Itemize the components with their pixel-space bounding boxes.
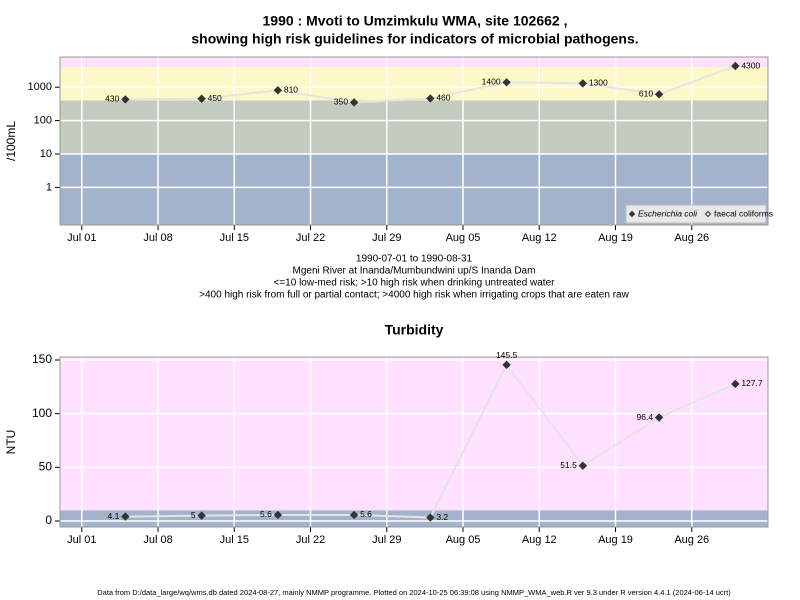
data-label: 145.5 <box>496 350 518 360</box>
data-label: 51.5 <box>560 460 577 470</box>
data-point <box>426 513 435 522</box>
panel-title: Turbidity <box>385 322 444 338</box>
data-label: 4.1 <box>108 511 120 521</box>
data-point <box>349 510 359 520</box>
data-label: 4300 <box>741 60 760 70</box>
legend-label: faecal coliforms <box>714 208 773 218</box>
y-tick-label: 1000 <box>28 81 52 93</box>
x-tick-label: Aug 05 <box>446 534 481 546</box>
data-point <box>502 360 511 370</box>
risk-band <box>60 67 768 101</box>
y-tick-label: 0 <box>45 513 52 527</box>
x-tick-label: Jul 29 <box>372 232 401 244</box>
data-point <box>654 90 664 99</box>
data-label: 460 <box>436 93 450 103</box>
x-tick-label: Aug 26 <box>674 534 709 546</box>
data-label: 350 <box>334 97 348 107</box>
legend-label: Escherichia coli <box>638 208 698 218</box>
data-point <box>502 78 511 87</box>
data-point <box>426 94 435 103</box>
data-label: 430 <box>105 94 119 104</box>
data-point <box>273 510 283 520</box>
y-tick-label: 10 <box>40 148 52 160</box>
x-tick-label: Jul 22 <box>296 232 325 244</box>
x-tick-label: Jul 01 <box>67 534 96 546</box>
y-tick-label: 50 <box>39 460 53 474</box>
risk-band <box>60 100 768 155</box>
note: >400 high risk from full or partial cont… <box>199 290 629 301</box>
legend-box <box>625 204 767 224</box>
risk-band <box>60 57 768 68</box>
x-tick-label: Aug 19 <box>598 232 633 244</box>
data-label: 127.7 <box>741 378 763 388</box>
data-point <box>731 379 740 389</box>
x-tick-label: Aug 19 <box>598 534 633 546</box>
data-label: 5.6 <box>360 509 372 519</box>
x-tick-label: Aug 12 <box>522 232 557 244</box>
x-tick-label: Jul 01 <box>67 232 96 244</box>
x-tick-label: Jul 15 <box>220 232 249 244</box>
y-tick-label: 1 <box>46 181 52 193</box>
data-label: 1300 <box>589 78 608 88</box>
x-tick-label: Jul 22 <box>296 534 325 546</box>
data-label: 810 <box>284 84 298 94</box>
data-point <box>273 86 283 95</box>
data-label: 450 <box>208 93 222 103</box>
data-point <box>654 413 664 422</box>
data-point <box>197 94 206 103</box>
data-point <box>578 79 588 88</box>
x-tick-label: Jul 08 <box>143 534 172 546</box>
chart-title: showing high risk guidelines for indicat… <box>191 31 638 47</box>
data-label: 96.4 <box>637 412 654 422</box>
data-point <box>121 512 130 521</box>
data-point <box>121 95 130 104</box>
y-tick-label: 150 <box>32 352 52 366</box>
y-tick-label: 100 <box>34 114 52 126</box>
note: <=10 low-med risk; >10 high risk when dr… <box>274 278 556 289</box>
data-label: 5 <box>191 510 196 520</box>
data-label: 1400 <box>482 77 501 87</box>
x-tick-label: Jul 15 <box>220 534 249 546</box>
risk-band <box>60 510 768 527</box>
data-point <box>349 98 359 107</box>
x-tick-label: Aug 26 <box>674 232 709 244</box>
plot-border <box>59 56 769 226</box>
y-axis-label: NTU <box>4 430 18 455</box>
legend-marker <box>628 210 636 218</box>
data-point <box>197 511 206 520</box>
note: Mgeni River at Inanda/Mumbundwini up/S I… <box>293 266 536 277</box>
legend-marker <box>704 210 712 218</box>
risk-band <box>60 357 768 511</box>
x-tick-label: Aug 12 <box>522 534 557 546</box>
data-label: 3.2 <box>436 512 448 522</box>
footer: Data from D:/data_large/wq/wms.db dated … <box>97 588 731 597</box>
y-axis-label: /100mL <box>4 121 18 161</box>
x-tick-label: Jul 29 <box>372 534 401 546</box>
plot-border <box>59 356 769 528</box>
data-label: 610 <box>639 89 653 99</box>
data-label: 5.6 <box>260 509 272 519</box>
data-point <box>578 461 588 470</box>
y-tick-label: 100 <box>32 406 52 420</box>
data-point <box>731 61 740 71</box>
x-tick-label: Jul 08 <box>143 232 172 244</box>
chart-title: 1990 : Mvoti to Umzimkulu WMA, site 1026… <box>263 13 568 29</box>
note: 1990-07-01 to 1990-08-31 <box>356 254 473 265</box>
x-tick-label: Aug 05 <box>446 232 481 244</box>
